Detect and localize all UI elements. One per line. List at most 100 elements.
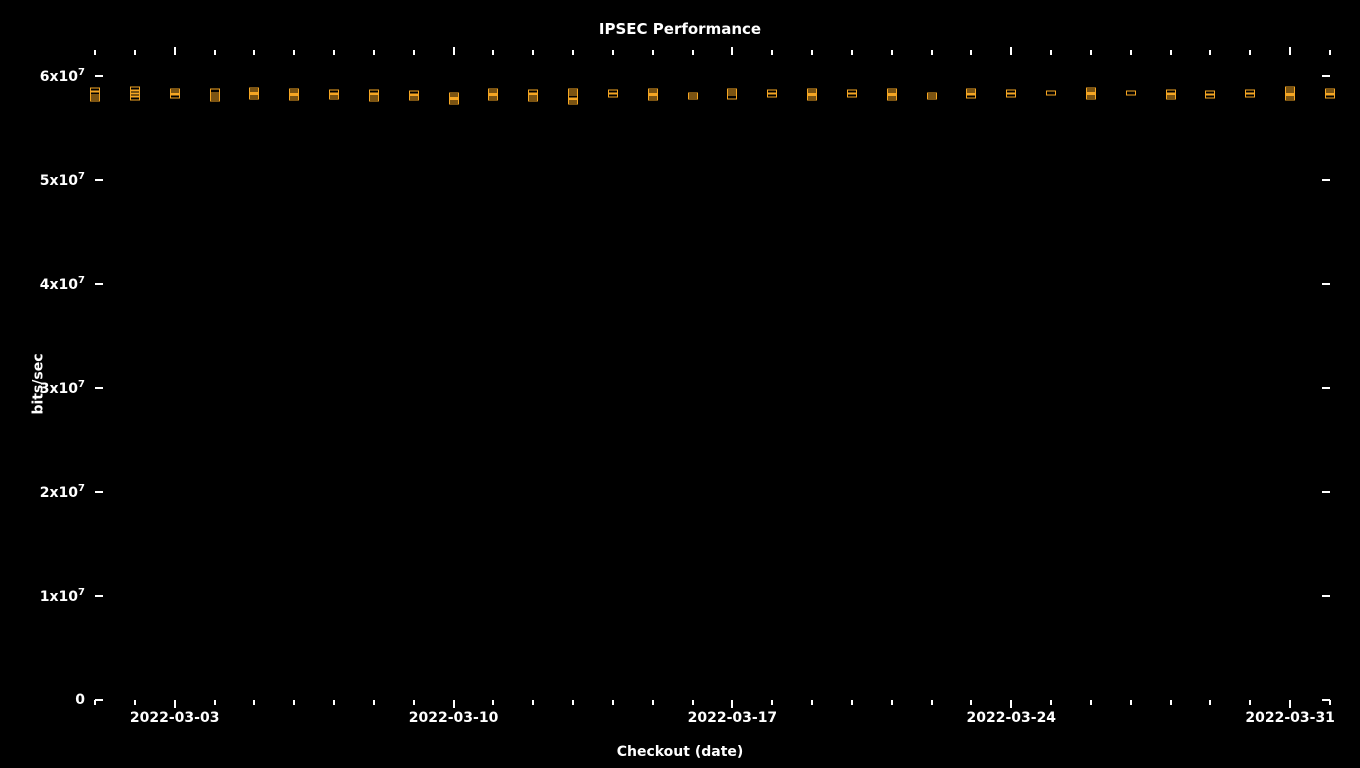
data-point [807, 89, 817, 94]
x-minor-tick [413, 700, 415, 705]
x-minor-tick [1050, 700, 1052, 705]
data-point [1126, 91, 1136, 96]
x-minor-tick [1209, 50, 1211, 55]
x-minor-tick [692, 700, 694, 705]
x-minor-tick [1170, 700, 1172, 705]
x-minor-tick [492, 700, 494, 705]
x-minor-tick [293, 50, 295, 55]
chart-title: IPSEC Performance [0, 20, 1360, 38]
data-point [1046, 91, 1056, 96]
data-point [1245, 92, 1255, 97]
x-minor-tick [214, 700, 216, 705]
data-point [289, 95, 299, 100]
x-minor-tick [1329, 700, 1331, 705]
x-tick-label: 2022-03-10 [409, 710, 499, 726]
data-point [1086, 94, 1096, 99]
y-tick-mark [1322, 283, 1330, 285]
x-minor-tick [253, 50, 255, 55]
x-minor-tick [851, 700, 853, 705]
x-minor-tick [970, 700, 972, 705]
y-tick-mark [1322, 179, 1330, 181]
x-minor-tick [333, 700, 335, 705]
x-minor-tick [1329, 50, 1331, 55]
x-minor-tick [811, 50, 813, 55]
x-major-tick [1010, 47, 1012, 55]
data-point [927, 94, 937, 99]
x-minor-tick [572, 50, 574, 55]
x-major-tick [453, 47, 455, 55]
x-minor-tick [94, 700, 96, 705]
x-minor-tick [652, 700, 654, 705]
data-point [1325, 89, 1335, 94]
data-point [369, 90, 379, 95]
x-minor-tick [931, 700, 933, 705]
x-minor-tick [373, 50, 375, 55]
y-tick-mark [95, 179, 103, 181]
data-point [409, 95, 419, 100]
y-tick-mark [1322, 595, 1330, 597]
data-point [210, 89, 220, 94]
x-minor-tick [94, 50, 96, 55]
x-tick-label: 2022-03-24 [967, 710, 1057, 726]
plot-area [95, 55, 1330, 700]
x-minor-tick [1130, 700, 1132, 705]
data-point [847, 92, 857, 97]
x-minor-tick [851, 50, 853, 55]
data-point [449, 99, 459, 104]
x-minor-tick [1249, 700, 1251, 705]
x-minor-tick [612, 50, 614, 55]
x-minor-tick [293, 700, 295, 705]
data-point [170, 93, 180, 98]
ipsec-performance-chart: IPSEC Performance bits/sec Checkout (dat… [0, 0, 1360, 768]
x-major-tick [1289, 47, 1291, 55]
x-minor-tick [891, 700, 893, 705]
data-point [807, 95, 817, 100]
data-point [528, 90, 538, 95]
y-tick-mark [95, 283, 103, 285]
y-tick-label: 3x107 [40, 379, 85, 397]
data-point [887, 89, 897, 94]
x-minor-tick [1050, 50, 1052, 55]
x-minor-tick [1130, 50, 1132, 55]
x-minor-tick [1090, 50, 1092, 55]
x-minor-tick [572, 700, 574, 705]
x-minor-tick [1090, 700, 1092, 705]
x-tick-label: 2022-03-03 [130, 710, 220, 726]
x-major-tick [731, 47, 733, 55]
x-minor-tick [134, 700, 136, 705]
x-minor-tick [692, 50, 694, 55]
x-major-tick [1289, 700, 1291, 708]
data-point [568, 99, 578, 104]
y-tick-mark [95, 491, 103, 493]
data-point [130, 95, 140, 100]
y-tick-label: 6x107 [40, 67, 85, 85]
data-point [688, 94, 698, 99]
x-tick-label: 2022-03-31 [1245, 710, 1335, 726]
data-point [488, 89, 498, 94]
data-point [767, 92, 777, 97]
data-point [249, 94, 259, 99]
x-major-tick [731, 700, 733, 708]
y-tick-mark [95, 699, 103, 701]
data-point [488, 95, 498, 100]
x-minor-tick [333, 50, 335, 55]
data-point [449, 92, 459, 97]
y-tick-mark [1322, 491, 1330, 493]
x-tick-label: 2022-03-17 [688, 710, 778, 726]
data-point [1285, 87, 1295, 92]
x-minor-tick [970, 50, 972, 55]
x-major-tick [453, 700, 455, 708]
y-tick-mark [1322, 75, 1330, 77]
y-tick-label: 5x107 [40, 171, 85, 189]
data-point [249, 88, 259, 93]
x-minor-tick [612, 700, 614, 705]
x-minor-tick [652, 50, 654, 55]
data-point [130, 87, 140, 92]
data-point [1006, 92, 1016, 97]
data-point [727, 94, 737, 99]
data-point [90, 88, 100, 93]
x-minor-tick [532, 50, 534, 55]
x-minor-tick [413, 50, 415, 55]
y-tick-label: 2x107 [40, 483, 85, 501]
data-point [1285, 95, 1295, 100]
